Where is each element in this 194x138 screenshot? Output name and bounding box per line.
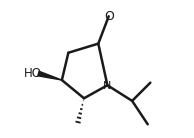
Polygon shape: [38, 71, 62, 80]
Text: N: N: [103, 81, 112, 91]
Text: O: O: [104, 10, 114, 23]
Text: HO: HO: [24, 67, 42, 80]
